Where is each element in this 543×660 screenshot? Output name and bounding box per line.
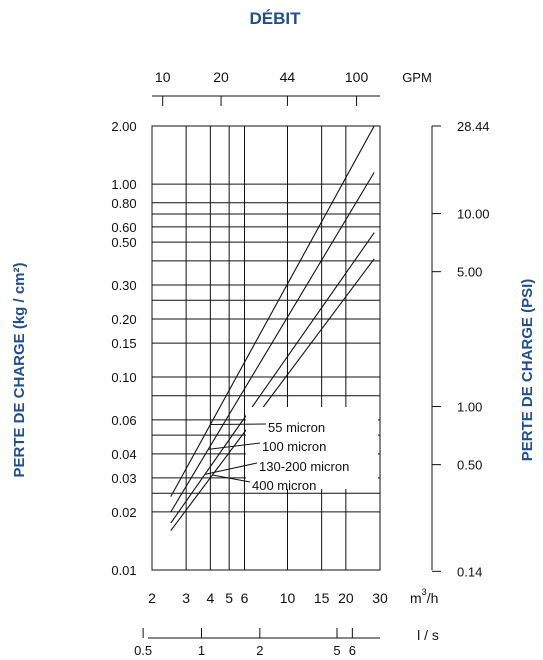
x-top-tick-label: 10 [155, 69, 171, 85]
x-unit-base: m [410, 590, 422, 606]
y-axis-left-title: PERTE DE CHARGE (kg / cm²) [11, 262, 28, 477]
y-right-tick-label: 0.14 [457, 564, 482, 579]
series-label-leader [208, 442, 261, 450]
y-left-tick-label: 0.03 [111, 471, 136, 486]
y-left-tick-label: 0.04 [111, 447, 136, 462]
x-top-tick-label: 20 [213, 69, 229, 85]
y-right-tick-label: 28.44 [457, 119, 490, 134]
x-tick-label: 20 [338, 590, 354, 606]
x-top-unit: GPM [402, 70, 432, 85]
grid [151, 125, 381, 571]
x-tick-label: 15 [314, 590, 330, 606]
x-bottom-tick-label: 2 [256, 643, 263, 658]
y-right-tick-label: 5.00 [457, 265, 482, 280]
x-bottom-unit: l / s [417, 627, 439, 643]
y-left-tick-label: 1.00 [111, 177, 136, 192]
x-tick-label: 6 [241, 590, 249, 606]
y-left-tick-label: 0.20 [111, 312, 136, 327]
y-left-tick-label: 0.15 [111, 336, 136, 351]
x-top-tick-label: 100 [345, 69, 369, 85]
x-tick-label: 3 [182, 590, 190, 606]
y-left-tick-label: 2.00 [111, 119, 136, 134]
x-bottom-tick-label: 1 [198, 643, 205, 658]
series-line [170, 258, 375, 531]
y-left-tick-label: 0.50 [111, 235, 136, 250]
series-label-leader [204, 462, 258, 475]
y-right-tick-label: 1.00 [457, 400, 482, 415]
series-label-leader [212, 474, 251, 483]
x-axis-primary: 2 3 4 5 6 10 15 20 30 m3/h [148, 587, 438, 606]
y-right-tick-label: 0.50 [457, 458, 482, 473]
x-axis-bottom: 0.5 1 2 5 6 l / s [134, 627, 439, 658]
x-tick-label: 4 [206, 590, 214, 606]
x-bottom-tick-label: 0.5 [134, 643, 152, 658]
series-line [170, 172, 375, 513]
x-unit-tail: /h [427, 590, 439, 606]
y-axis-right-title: PERTE DE CHARGE (PSI) [519, 279, 536, 462]
y-left-tick-label: 0.10 [111, 370, 136, 385]
x-bottom-tick-label: 6 [349, 643, 356, 658]
series-label-leader [210, 423, 267, 426]
series-line [170, 125, 375, 497]
y-right-tick-label: 10.00 [457, 207, 490, 222]
series-group [170, 125, 375, 531]
x-unit: m3/h [410, 587, 438, 606]
y-left-tick-label: 0.01 [111, 563, 136, 578]
x-tick-label: 5 [225, 590, 233, 606]
x-unit-exp: 3 [422, 587, 427, 597]
x-bottom-tick-label: 5 [333, 643, 340, 658]
x-tick-label: 30 [372, 590, 388, 606]
series-label: 55 micron [268, 420, 325, 435]
y-axis-right: 28.44 10.00 5.00 1.00 0.50 0.14 [431, 119, 490, 579]
x-top-tick-label: 44 [280, 69, 296, 85]
series-labels: 55 micron 100 micron 130-200 micron 400 mic… [204, 407, 378, 493]
chart-title: DÉBIT [250, 9, 302, 28]
x-axis-top: 10 20 44 100 GPM [152, 69, 432, 106]
y-axis-left: 2.00 1.00 0.80 0.600.50 0.30 0.20 0.15 0.10 0.06… [111, 119, 136, 578]
label-box [246, 407, 378, 489]
y-left-tick-label: 0.02 [111, 505, 136, 520]
series-label: 400 micron [252, 478, 316, 493]
x-tick-label: 10 [280, 590, 296, 606]
series-line [170, 232, 375, 524]
y-left-tick-label: 0.80 [111, 196, 136, 211]
series-label: 130-200 micron [259, 459, 349, 474]
y-left-tick-label: 0.06 [111, 413, 136, 428]
y-left-tick-label: 0.60 [111, 220, 136, 235]
x-tick-label: 2 [148, 590, 156, 606]
y-left-tick-label: 0.30 [111, 278, 136, 293]
series-label: 100 micron [262, 439, 326, 454]
